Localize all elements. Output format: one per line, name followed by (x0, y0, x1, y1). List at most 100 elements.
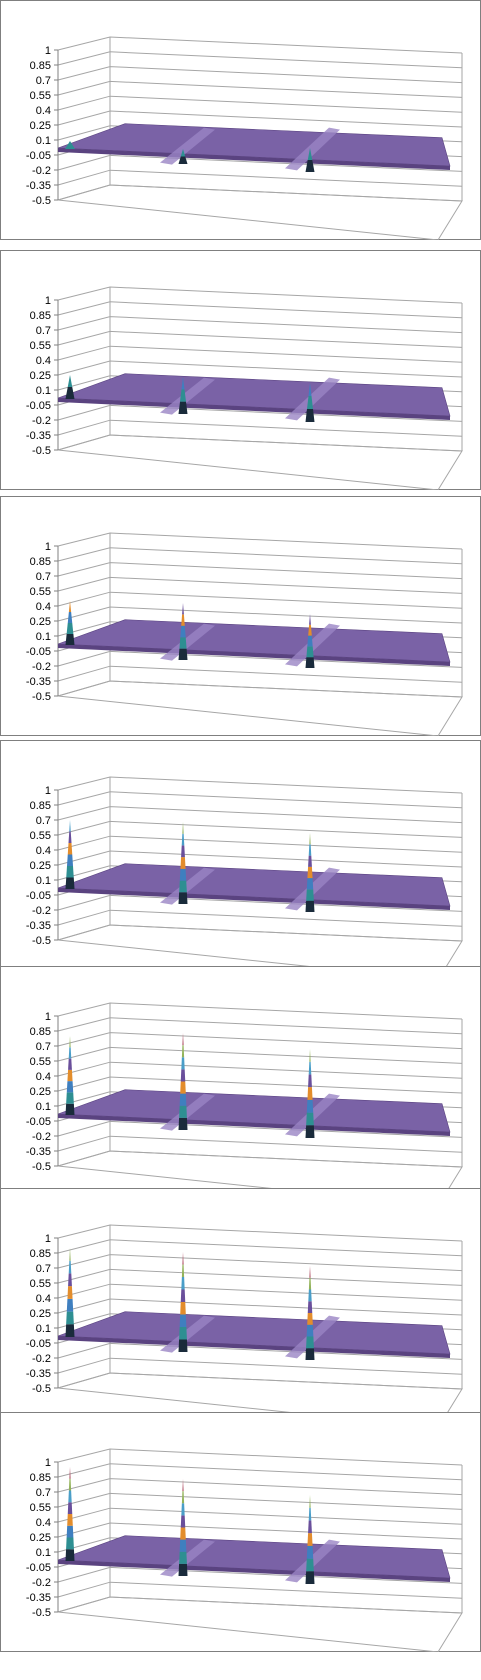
peak-band (308, 624, 312, 636)
peak-left (65, 1036, 75, 1115)
value-axis-tick-label: 0.85 (30, 556, 51, 568)
peak-band (69, 1467, 71, 1479)
peak-band (307, 1087, 313, 1100)
value-axis-tick-label: 0.4 (36, 845, 51, 857)
value-axis-tick-label: -0.2 (32, 415, 51, 427)
peak-band (181, 833, 185, 846)
value-axis-tick-label: -0.5 (32, 445, 51, 457)
surface-ridge-2 (285, 377, 340, 421)
value-axis-tick-label: 0.55 (30, 340, 51, 352)
value-axis-tick-label: -0.5 (32, 1161, 51, 1173)
peak-band (67, 1069, 73, 1082)
value-axis-tick-label: 0.25 (30, 1086, 51, 1098)
value-axis-tick-label: -0.05 (26, 1338, 51, 1350)
value-axis-tick-label: 1 (45, 785, 51, 797)
surface-ridge-1 (160, 1315, 215, 1353)
value-axis-tick-label: -0.2 (32, 905, 51, 917)
peak-middle (178, 149, 188, 164)
peak-middle (178, 1252, 188, 1352)
peak-band (306, 1545, 314, 1559)
peak-band (68, 1273, 72, 1287)
value-axis-tick-label: 0.55 (30, 1502, 51, 1514)
peak-band (67, 843, 73, 855)
surface-plane-edge (58, 1114, 450, 1136)
value-axis-tick-label: 1 (45, 541, 51, 553)
peak-band (66, 1525, 74, 1538)
surface-ridge-1 (160, 377, 215, 415)
peak-band (305, 1125, 315, 1138)
peak-band (180, 1081, 186, 1094)
value-axis-tick-label: 0.25 (30, 616, 51, 628)
surface-chart-4: 1 0.85 0.7 0.55 0.4 0.25 0.1 -0.05 -0.2 -0.35 -0.5 (0, 740, 481, 980)
surface-ridge-1 (160, 127, 215, 165)
peak-band (306, 1558, 314, 1572)
value-axis-tick-label: -0.35 (26, 1368, 51, 1380)
value-axis-tick-label: -0.5 (32, 195, 51, 207)
value-axis-tick-label: 0.4 (36, 105, 51, 117)
peak-band (68, 1260, 72, 1274)
value-axis-tick-label: 0.1 (36, 631, 51, 643)
peak-band (305, 409, 315, 422)
value-axis-tick-label: -0.2 (32, 1353, 51, 1365)
peak-band (68, 831, 72, 843)
surface-chart-1: 1 0.85 0.7 0.55 0.4 0.25 0.1 -0.05 -0.2 -0.35 -0.5 (0, 0, 481, 240)
peak-band (308, 855, 312, 867)
peak-band (66, 1537, 74, 1550)
value-axis-tick-label: 0.7 (36, 325, 51, 337)
value-axis-tick-label: 0.55 (30, 1278, 51, 1290)
peak-band (66, 1092, 74, 1104)
value-axis-tick-label: -0.2 (32, 661, 51, 673)
surface-ridge-1 (160, 1093, 215, 1131)
value-axis-tick-label: 0.25 (30, 120, 51, 132)
peak-band (181, 1045, 185, 1058)
peak-band (181, 1057, 185, 1070)
surface-chart-7: 1 0.85 0.7 0.55 0.4 0.25 0.1 -0.05 -0.2 -0.35 -0.5 (0, 1412, 481, 1652)
value-axis-tick-label: -0.35 (26, 1592, 51, 1604)
peak-dip (65, 141, 75, 149)
value-axis-tick-label: 0.7 (36, 815, 51, 827)
chart-frame (0, 1188, 481, 1428)
chart-frame (0, 496, 481, 736)
value-axis-tick-label: 0.55 (30, 1056, 51, 1068)
value-axis-tick-label: -0.05 (26, 1562, 51, 1574)
value-axis-tick-label: 1 (45, 1011, 51, 1023)
peak-band (178, 401, 188, 414)
peak-band (179, 1093, 187, 1106)
peak-band (178, 156, 188, 164)
value-axis-tick-label: 0.4 (36, 1071, 51, 1083)
peak-band (307, 1313, 313, 1325)
value-axis-tick-label: 0.25 (30, 1308, 51, 1320)
peak-band (179, 1539, 187, 1552)
peak-band (179, 868, 187, 881)
peak-middle (178, 377, 188, 414)
peak-band (180, 857, 186, 869)
peak-band (178, 892, 188, 904)
peak-band (68, 1047, 72, 1059)
value-axis-tick-label: 0.25 (30, 1532, 51, 1544)
peak-band (179, 1551, 187, 1564)
peak-middle (178, 1033, 188, 1130)
surface-plane-edge (58, 1336, 450, 1358)
value-axis-tick-label: -0.35 (26, 1146, 51, 1158)
surface-chart-5: 1 0.85 0.7 0.55 0.4 0.25 0.1 -0.05 -0.2 -0.35 -0.5 (0, 966, 481, 1206)
peak-left (65, 1248, 75, 1337)
peak-band (306, 646, 314, 658)
peak-band (307, 148, 313, 160)
peak-band (181, 1277, 185, 1290)
peak-band (182, 603, 184, 615)
value-axis-tick-label: -0.2 (32, 1577, 51, 1589)
peak-band (309, 1495, 311, 1508)
value-axis-tick-label: 0.4 (36, 1293, 51, 1305)
peak-band (182, 822, 184, 834)
peak-band (180, 1527, 186, 1540)
value-axis-tick-label: 0.55 (30, 586, 51, 598)
peak-band (66, 1311, 74, 1325)
peak-band (67, 854, 73, 866)
peak-band (179, 637, 187, 649)
value-axis-tick-label: 1 (45, 1233, 51, 1245)
peak-band (69, 1248, 71, 1261)
peak-band (66, 1081, 74, 1093)
value-axis-tick-label: 0.7 (36, 1487, 51, 1499)
peak-band (68, 1058, 72, 1070)
